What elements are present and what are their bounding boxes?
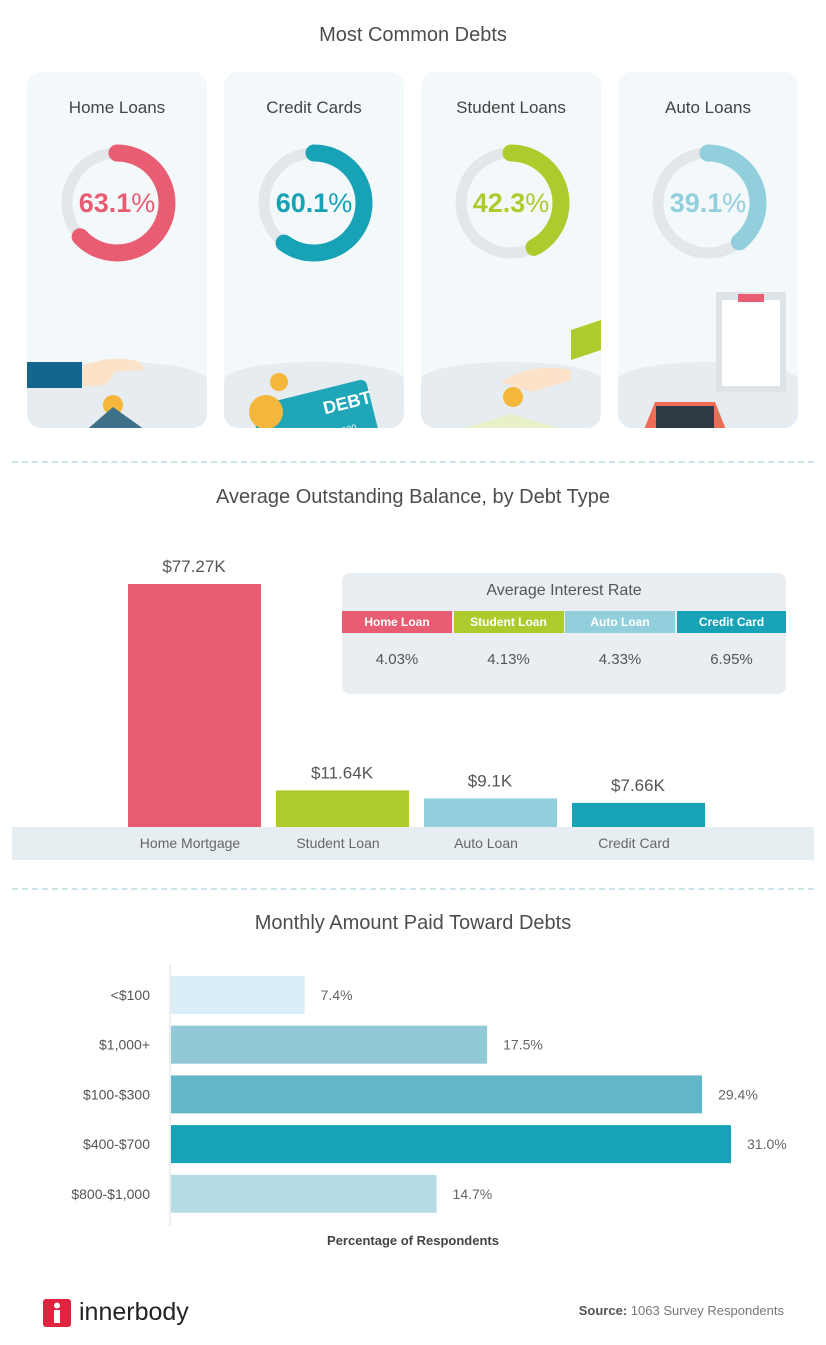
common-debts-title: Most Common Debts xyxy=(319,24,507,46)
bar-value-label: $11.64K xyxy=(311,763,374,782)
innerbody-logo: innerbody xyxy=(43,1298,189,1327)
percent-number: 60.1 xyxy=(275,188,329,218)
interest-rate-title: Average Interest Rate xyxy=(486,582,642,599)
donut-value-arc xyxy=(255,144,373,262)
hbar-category-label: $400-$700 xyxy=(83,1136,150,1152)
hbar-value-label: 14.7% xyxy=(453,1186,493,1202)
percent-sign: % xyxy=(525,188,550,218)
hbar-category-label: $800-$1,000 xyxy=(71,1186,150,1202)
interest-col-header: Home Loan xyxy=(342,611,452,633)
donut-chart xyxy=(452,144,570,262)
divider xyxy=(12,888,814,890)
interest-rate-value: 4.33% xyxy=(598,651,642,668)
donut-value-arc xyxy=(649,144,767,262)
debt-credit-card-icon: DEBT0000 0000 0000 0000 xyxy=(249,373,383,428)
innerbody-logo-icon xyxy=(43,1298,71,1327)
monthly-title: Monthly Amount Paid Toward Debts xyxy=(254,912,572,934)
interest-rate-table: Average Interest Rate Home Loan 4.03% Stud… xyxy=(342,573,786,694)
bar-value-label: $77.27K xyxy=(162,557,226,576)
bar-baseline-band xyxy=(12,827,814,860)
hbar xyxy=(171,1075,703,1114)
percent-number: 39.1 xyxy=(669,188,723,218)
source-note: Source: 1063 Survey Respondents xyxy=(579,1303,784,1318)
interest-rate-value: 4.13% xyxy=(487,651,530,668)
interest-col-header: Auto Loan xyxy=(565,611,675,633)
percent-value: 60.1% xyxy=(224,188,404,219)
donut-chart xyxy=(255,144,373,262)
bar-category-label: Home Mortgage xyxy=(140,835,241,851)
hbar xyxy=(171,1125,731,1164)
bar-category-label: Credit Card xyxy=(598,835,670,851)
hbar-value-label: 7.4% xyxy=(321,987,353,1003)
monthly-bar-chart: <$100 7.4% $1,000+ 17.5% $100-$300 29.4% $400-… xyxy=(71,965,787,1248)
graduation-cap-coin-icon xyxy=(464,320,601,428)
x-axis-label: Percentage of Respondents xyxy=(327,1233,499,1248)
percent-sign: % xyxy=(131,188,156,218)
bar-auto-loan xyxy=(424,798,557,827)
debt-card-title: Student Loans xyxy=(456,98,566,117)
donut-value-arc xyxy=(452,144,570,262)
brand-name: innerbody xyxy=(79,1298,189,1326)
bar-credit-card xyxy=(572,802,705,827)
source-text: 1063 Survey Respondents xyxy=(630,1303,784,1318)
balance-bar-chart: $77.27K Home Mortgage $11.64K Student Loan $… xyxy=(12,557,814,860)
percent-number: 63.1 xyxy=(78,188,132,218)
percent-value: 63.1% xyxy=(27,188,207,219)
debt-card-title: Home Loans xyxy=(68,98,166,117)
hbar xyxy=(171,1025,488,1064)
house-piggy-bank-icon xyxy=(27,358,144,428)
debt-card-auto-loans: Auto Loans 39.1% xyxy=(618,72,798,428)
debt-card-title: Auto Loans xyxy=(664,98,751,117)
hbar-category-label: <$100 xyxy=(111,987,151,1003)
donut-chart xyxy=(58,144,176,262)
debt-card-title: Credit Cards xyxy=(266,98,362,117)
percent-value: 42.3% xyxy=(421,188,601,219)
donut-chart xyxy=(649,144,767,262)
car-loan-approved-icon xyxy=(644,292,786,428)
interest-rate-value: 6.95% xyxy=(710,651,753,668)
source-label: Source: xyxy=(578,1303,628,1318)
bar-category-label: Auto Loan xyxy=(454,835,518,851)
balance-title: Average Outstanding Balance, by Debt Typ… xyxy=(216,486,610,508)
interest-col-header: Student Loan xyxy=(453,611,564,633)
percent-sign: % xyxy=(328,188,353,218)
bar-value-label: $9.1K xyxy=(468,771,513,790)
donut-value-arc xyxy=(58,144,176,262)
divider xyxy=(12,461,814,463)
bar-category-label: Student Loan xyxy=(296,835,379,851)
percent-number: 42.3 xyxy=(472,188,526,218)
debt-card-student-loans: Student Loans 42.3% xyxy=(421,72,601,428)
percent-value: 39.1% xyxy=(618,188,798,219)
debt-card-credit-cards: Credit Cards 60.1% DEBT0000 0000 0000 00… xyxy=(224,72,404,428)
bar-value-label: $7.66K xyxy=(611,776,666,795)
hbar-value-label: 17.5% xyxy=(503,1037,543,1053)
bar-student-loan xyxy=(276,790,409,827)
hbar-category-label: $1,000+ xyxy=(99,1037,150,1053)
hbar-category-label: $100-$300 xyxy=(83,1086,150,1102)
hbar xyxy=(171,976,305,1014)
interest-rate-value: 4.03% xyxy=(375,651,419,668)
hbar-value-label: 29.4% xyxy=(718,1086,758,1102)
hbar xyxy=(171,1174,437,1213)
interest-col-header: Credit Card xyxy=(676,611,786,633)
hbar-value-label: 31.0% xyxy=(747,1136,787,1152)
bar-home-mortgage xyxy=(128,584,261,827)
percent-sign: % xyxy=(722,188,747,218)
debt-card-home-loans: Home Loans 63.1% xyxy=(27,72,207,428)
